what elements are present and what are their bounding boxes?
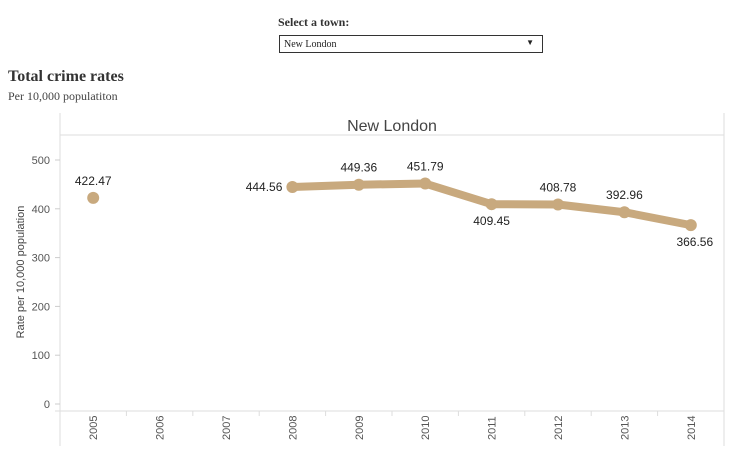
y-tick-label: 300 <box>32 253 50 265</box>
y-axis-label: Rate per 10,000 population <box>15 206 27 339</box>
data-label: 449.36 <box>340 161 377 175</box>
y-tick-label: 100 <box>32 350 50 362</box>
town-select-value: New London <box>284 39 337 50</box>
data-label: 444.56 <box>246 180 283 194</box>
x-tick-label: 2011 <box>487 416 499 440</box>
data-label: 366.56 <box>676 235 713 249</box>
data-label: 451.79 <box>407 160 444 174</box>
page-title: Total crime rates <box>8 68 124 85</box>
x-tick-label: 2013 <box>619 416 631 440</box>
chart-title: New London <box>347 118 437 135</box>
data-point[interactable] <box>286 181 299 194</box>
town-select-label: Select a town: <box>278 15 350 29</box>
x-tick-label: 2014 <box>686 416 698 440</box>
data-point[interactable] <box>485 198 498 211</box>
x-tick-label: 2005 <box>88 416 100 440</box>
data-point[interactable] <box>618 206 631 219</box>
page-subtitle: Per 10,000 populatiton <box>8 89 118 103</box>
triangle-down-icon: ▼ <box>526 38 534 47</box>
data-point[interactable] <box>552 198 564 211</box>
data-point[interactable] <box>352 178 365 191</box>
data-point[interactable] <box>419 177 432 190</box>
data-point[interactable] <box>684 219 697 232</box>
data-label: 392.96 <box>606 188 643 202</box>
town-select[interactable]: New London ▼ <box>279 35 543 53</box>
x-tick-label: 2009 <box>354 416 366 440</box>
x-tick-label: 2010 <box>420 416 432 440</box>
y-tick-label: 400 <box>32 204 50 216</box>
y-tick-label: 500 <box>32 155 50 167</box>
data-label: 422.47 <box>75 174 112 188</box>
y-tick-label: 0 <box>44 399 50 411</box>
x-tick-label: 2006 <box>155 416 167 440</box>
data-point[interactable] <box>87 191 100 204</box>
data-label: 408.78 <box>540 181 577 195</box>
x-tick-label: 2012 <box>553 416 565 440</box>
x-tick-label: 2008 <box>287 416 299 440</box>
y-tick-label: 200 <box>32 301 50 313</box>
data-label: 409.45 <box>473 214 510 228</box>
x-tick-label: 2007 <box>221 416 233 440</box>
